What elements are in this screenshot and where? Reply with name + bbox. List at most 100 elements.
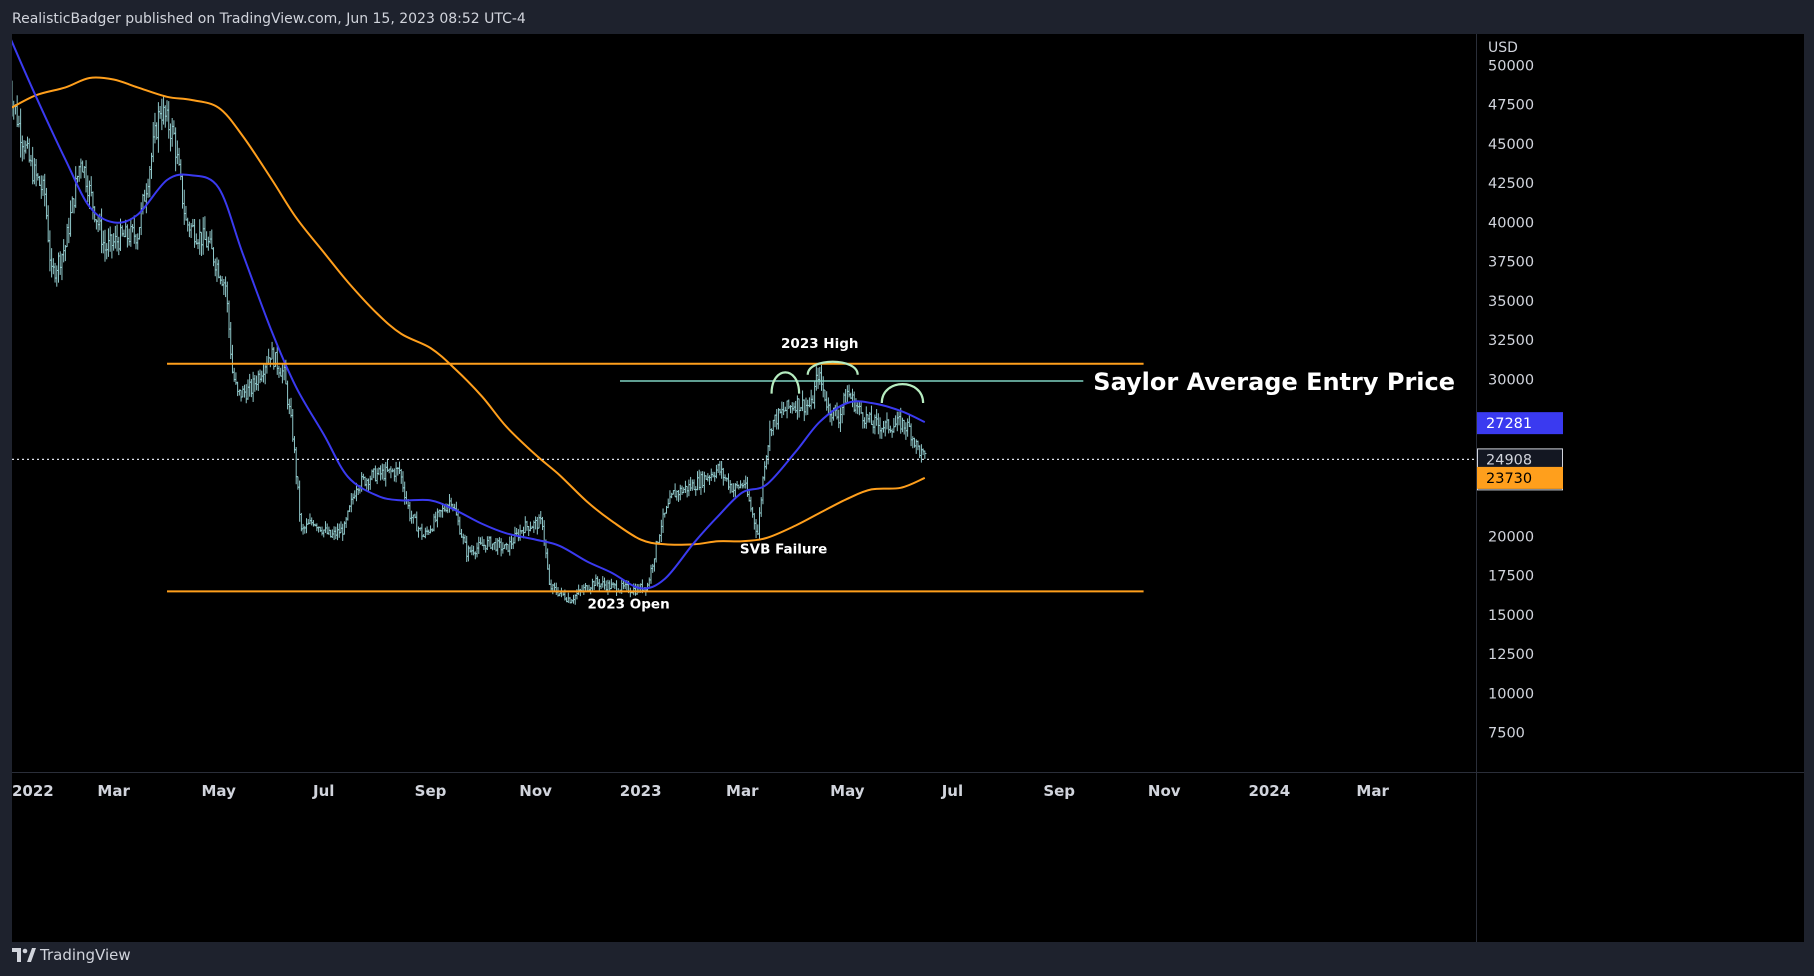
price-bar <box>432 513 436 532</box>
price-bar <box>720 460 724 479</box>
right-shoulder-arc <box>880 383 925 404</box>
price-bar <box>597 578 601 592</box>
price-bar <box>923 450 927 459</box>
price-bar <box>79 158 83 179</box>
y-tick-label: 30000 <box>1488 372 1534 388</box>
price-bar <box>651 563 655 573</box>
y-tick-label: 17500 <box>1488 569 1534 585</box>
price-bar <box>533 516 538 530</box>
price-bar <box>504 542 508 550</box>
chart-area[interactable]: Saylor Average Entry Price 2023 High SVB … <box>6 33 1804 942</box>
price-bar <box>718 461 722 476</box>
price-bar <box>756 524 760 535</box>
price-bar <box>392 468 396 482</box>
price-bar <box>373 465 378 482</box>
price-bar <box>492 542 496 550</box>
price-bar <box>797 398 801 418</box>
price-bar <box>875 409 879 426</box>
price-bar <box>435 508 440 528</box>
price-bar <box>661 508 665 533</box>
price-bar <box>105 243 109 260</box>
price-bar <box>39 175 43 199</box>
price-bar <box>308 513 312 525</box>
price-bar <box>878 417 882 439</box>
x-tick-label: Mar <box>726 782 759 800</box>
price-bar <box>74 166 78 208</box>
price-bar <box>782 401 786 416</box>
svg-text:27281: 27281 <box>1486 416 1532 432</box>
price-bar <box>292 436 297 454</box>
price-bar <box>900 417 905 433</box>
price-bar <box>635 583 639 595</box>
chart-svg[interactable]: Saylor Average Entry Price 2023 High SVB … <box>6 33 1804 942</box>
price-bar <box>341 523 345 541</box>
price-bar <box>125 224 129 248</box>
price-bar <box>458 516 462 535</box>
price-bar <box>785 400 789 419</box>
price-bar <box>744 475 748 489</box>
price-bar <box>222 278 226 296</box>
price-bar <box>583 582 588 591</box>
price-bar <box>509 535 514 550</box>
price-bar <box>811 395 815 404</box>
price-bar <box>196 239 200 250</box>
saylor-average-entry-label: Saylor Average Entry Price <box>1093 368 1455 396</box>
price-bar <box>470 544 474 556</box>
price-bar <box>115 224 119 252</box>
price-bar <box>311 520 316 527</box>
price-bar <box>246 379 250 400</box>
price-bar <box>480 536 484 547</box>
price-bar <box>892 417 896 433</box>
price-bar <box>881 420 886 433</box>
x-tick-label: May <box>830 782 865 800</box>
price-bar <box>172 120 176 135</box>
footer-brand-text: TradingView <box>40 946 131 964</box>
price-bar <box>161 95 166 125</box>
price-bar <box>692 479 696 491</box>
price-bar <box>378 465 383 481</box>
price-bar <box>473 551 477 560</box>
footer-brand[interactable]: TradingView <box>12 943 131 967</box>
price-bar <box>907 414 911 428</box>
price-bar <box>213 258 217 277</box>
price-bar <box>298 480 302 522</box>
price-bar <box>652 558 657 572</box>
price-bar <box>129 218 133 247</box>
price-bar <box>404 491 409 505</box>
x-tick-label: Sep <box>1043 782 1075 800</box>
price-bar <box>335 523 340 541</box>
price-bar <box>649 564 653 584</box>
ma-slow-price-label: 23730 <box>1477 466 1563 489</box>
price-bar <box>670 492 674 499</box>
price-bar <box>320 526 324 536</box>
price-bar <box>826 397 830 415</box>
price-bar <box>356 487 360 496</box>
price-bar <box>279 367 283 377</box>
price-bar <box>816 367 820 389</box>
price-bar <box>372 468 376 479</box>
price-bar <box>296 476 300 490</box>
price-bar <box>787 399 791 410</box>
price-bar <box>192 218 197 248</box>
price-bar <box>738 480 743 489</box>
y-tick-label: 7500 <box>1488 726 1525 742</box>
price-bar <box>747 490 751 502</box>
y-tick-label: 40000 <box>1488 215 1534 231</box>
price-bar <box>20 135 24 162</box>
price-bar <box>15 95 19 128</box>
price-bar <box>301 523 305 535</box>
x-tick-label: 2022 <box>12 782 54 800</box>
annotation-label: SVB Failure <box>740 542 827 558</box>
price-bar <box>294 447 298 485</box>
price-bar <box>757 507 762 540</box>
x-tick-label: Jul <box>312 782 334 800</box>
price-bar <box>501 542 505 554</box>
price-bar <box>139 202 143 236</box>
price-bar <box>108 226 112 252</box>
price-bar <box>857 401 861 416</box>
price-bar <box>680 485 684 495</box>
price-bar <box>132 215 136 244</box>
price-bar <box>790 402 794 414</box>
price-bars <box>6 71 927 605</box>
annotation-label: 2023 Open <box>588 597 670 613</box>
